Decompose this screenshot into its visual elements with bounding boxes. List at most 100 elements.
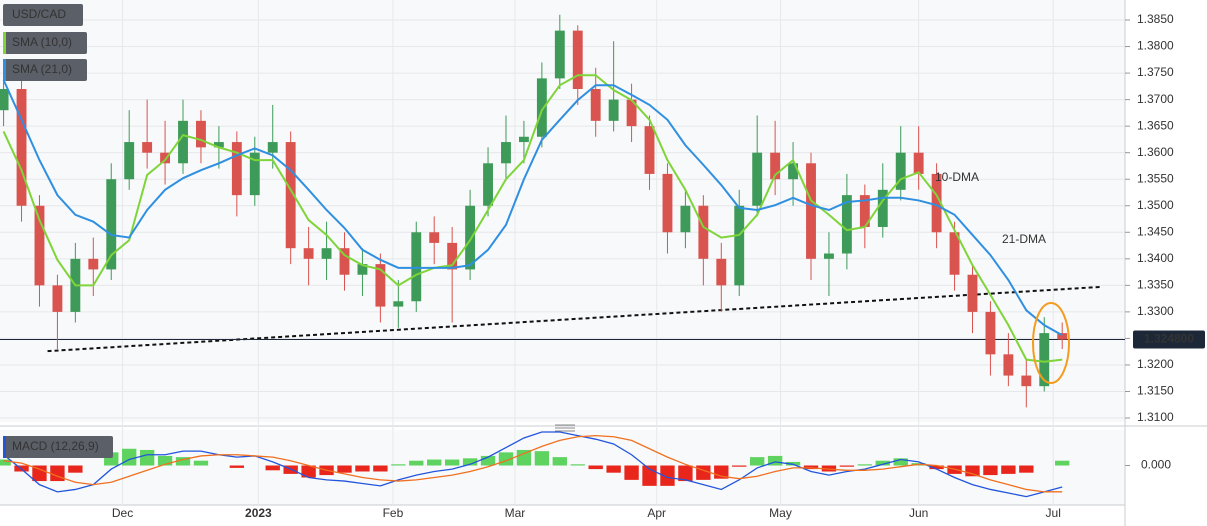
candle-body [231, 142, 242, 196]
histogram-bar [965, 465, 980, 477]
last-price-box [1133, 330, 1205, 349]
candle-body [1021, 375, 1032, 387]
x-tick-label: Apr [647, 506, 666, 520]
candle-body [716, 258, 727, 286]
candle-body [824, 253, 834, 259]
candle-body [339, 248, 350, 275]
candle-body [1003, 354, 1014, 376]
histogram-bar [50, 465, 65, 482]
histogram-bar [0, 459, 11, 466]
histogram-bar [427, 459, 442, 466]
y-tick-label: 1.3150 [1137, 384, 1174, 398]
histogram-bar [696, 465, 711, 480]
histogram-bar [193, 460, 209, 466]
histogram-bar [355, 465, 370, 472]
candle-body [752, 152, 763, 206]
x-tick-label: Mar [505, 506, 526, 520]
x-tick-label: 2023 [245, 506, 272, 520]
histogram-bar [265, 465, 280, 471]
y-tick-label: 1.3850 [1137, 12, 1174, 26]
histogram-bar [732, 465, 747, 467]
candle-body [680, 205, 691, 233]
histogram-bar [983, 465, 998, 476]
histogram-bar [570, 464, 585, 466]
candle-body [913, 152, 924, 174]
candle-body [142, 142, 153, 153]
annotation: 21-DMA [1002, 232, 1046, 246]
y-tick-label: 1.3700 [1137, 92, 1174, 106]
candle-body [662, 173, 673, 233]
histogram-bar [68, 465, 83, 473]
macd-line [3, 431, 1063, 498]
candle-body [321, 248, 332, 259]
candle-body [0, 88, 9, 111]
legend-box [3, 436, 113, 458]
legend-swatch [3, 32, 6, 54]
legend-label: SMA (10,0) [12, 35, 72, 49]
candle-body [303, 248, 314, 259]
histogram-bar [875, 460, 890, 466]
candle-body [806, 163, 816, 259]
histogram-bar [1019, 465, 1034, 473]
candle-body [788, 163, 798, 180]
candle-body [626, 99, 637, 127]
histogram-bar [1001, 465, 1016, 474]
annotation: 10-DMA [935, 170, 979, 184]
legend-swatch [3, 436, 6, 458]
candle-body [52, 285, 63, 312]
histogram-bar [516, 449, 532, 466]
y-tick-label: 1.3500 [1137, 198, 1174, 212]
y-tick-label: 1.3400 [1137, 251, 1174, 265]
histogram-bar [157, 455, 173, 466]
x-tick-label: May [769, 506, 792, 520]
candle-body [213, 142, 224, 148]
candle-body [1057, 333, 1068, 340]
candle-body [16, 88, 27, 206]
candle-body [249, 152, 260, 196]
histogram-bar [660, 465, 675, 486]
legend-swatch [3, 59, 6, 81]
histogram-bar [1055, 460, 1070, 466]
legend-box [3, 32, 87, 54]
histogram-bar [409, 460, 424, 466]
candle-body [393, 301, 404, 307]
candle-body [285, 142, 296, 249]
y-tick-label: 1.3450 [1137, 224, 1174, 238]
legend-label: MACD (12,26,9) [12, 439, 99, 453]
y-tick-label: 1.3800 [1137, 39, 1174, 53]
trendline [47, 285, 1100, 353]
candle-body [572, 30, 583, 89]
candle-body [967, 274, 978, 312]
histogram-bar [857, 464, 873, 466]
candle-body [106, 179, 117, 270]
candle-body [178, 120, 188, 164]
histogram-bar [893, 458, 908, 466]
histogram-bar [462, 458, 478, 466]
histogram-bar [606, 465, 621, 473]
histogram-bar [750, 457, 765, 466]
x-tick-label: Jul [1046, 506, 1061, 520]
histogram-bar [373, 465, 388, 472]
y-tick-label: 1.3200 [1137, 357, 1174, 371]
candle-body [985, 311, 996, 355]
histogram-bar [139, 449, 155, 466]
candle-body [590, 88, 601, 121]
x-tick-label: Dec [112, 506, 133, 520]
candle-body [160, 152, 171, 164]
y-tick-label: 1.3750 [1137, 65, 1174, 79]
y-tick-label: 1.3350 [1137, 278, 1174, 292]
candle-body [357, 264, 368, 275]
histogram-bar [624, 465, 639, 480]
candle-body [841, 195, 852, 254]
y-tick-label: 1.3600 [1137, 145, 1174, 159]
histogram-bar [122, 448, 137, 466]
histogram-bar [552, 457, 567, 466]
candle-body [429, 232, 440, 243]
histogram-bar [337, 465, 352, 473]
histogram-bar [534, 451, 550, 466]
candle-body [1039, 333, 1050, 387]
candle-body [859, 195, 870, 227]
candle-body [734, 205, 745, 286]
